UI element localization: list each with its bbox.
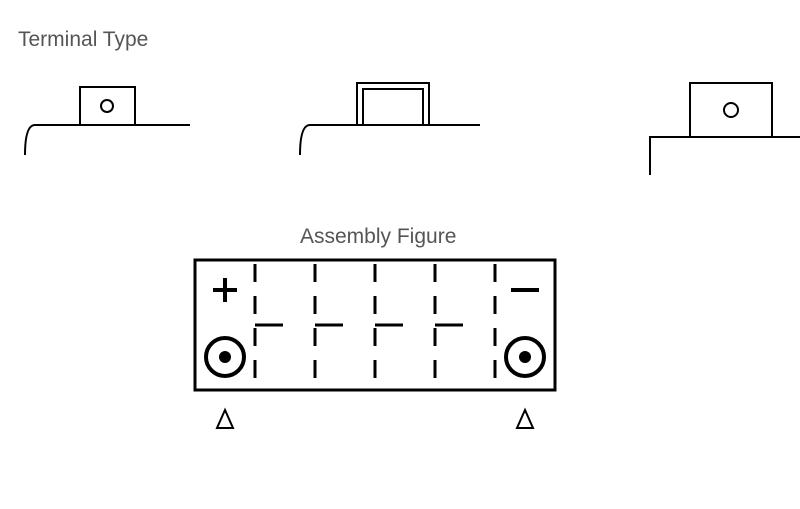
arrow-marker-right <box>517 410 533 428</box>
terminal-type-label: Terminal Type <box>18 28 148 52</box>
terminal-icon-post-solid <box>295 75 495 175</box>
plus-symbol <box>213 278 237 302</box>
assembly-figure-diagram <box>195 260 555 460</box>
negative-terminal <box>506 338 544 376</box>
arrow-marker-left <box>217 410 233 428</box>
terminal-icon-post-hole <box>20 75 200 175</box>
terminal-icon-flat-bolt <box>640 75 800 185</box>
positive-terminal <box>206 338 244 376</box>
assembly-figure-label: Assembly Figure <box>300 225 456 249</box>
